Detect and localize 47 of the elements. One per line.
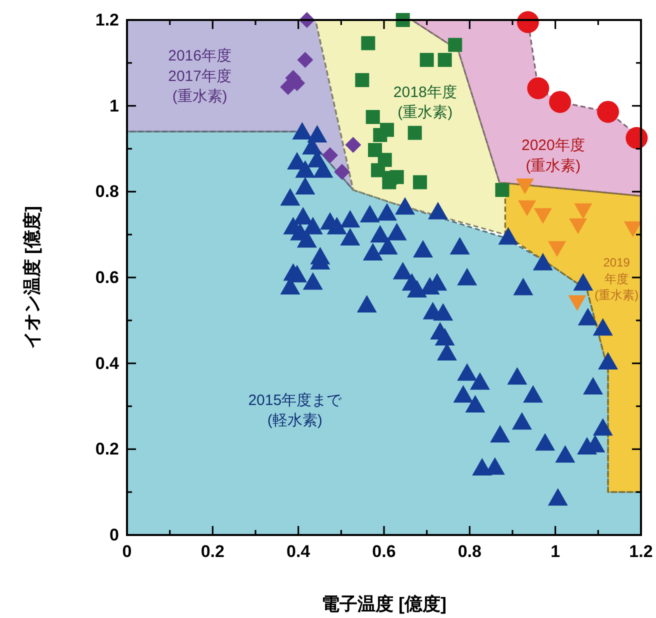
point xyxy=(361,36,376,50)
point xyxy=(569,218,588,234)
y-tick-label: 0 xyxy=(110,526,119,544)
point xyxy=(412,175,427,190)
x-tick-label: 0 xyxy=(122,542,132,561)
point xyxy=(297,52,314,68)
point xyxy=(420,52,434,67)
point xyxy=(366,110,380,124)
point xyxy=(345,136,362,153)
point xyxy=(438,52,452,67)
point xyxy=(495,182,510,197)
y-tick-label: 1 xyxy=(110,96,119,116)
point xyxy=(322,147,338,164)
point xyxy=(548,241,566,257)
annotation: 2019 年度 (重水素) xyxy=(594,256,639,302)
annotation: 2020年度 (重水素) xyxy=(522,136,585,174)
point xyxy=(534,208,552,224)
point xyxy=(527,77,550,100)
y-tick-label: 0.8 xyxy=(95,182,119,202)
point xyxy=(368,143,382,158)
point xyxy=(334,164,350,180)
x-tick-label: 0.2 xyxy=(200,542,224,561)
annotation: 2016年度 2017年度 (重水素) xyxy=(168,47,232,105)
x-tick-label: 0.6 xyxy=(372,542,396,561)
point xyxy=(624,221,642,238)
x-axis-title: 電子温度 [億度] xyxy=(322,594,446,614)
annotation: 2015年度まで (軽水素) xyxy=(248,391,343,429)
y-tick-label: 0.2 xyxy=(95,440,119,459)
y-tick-label: 1.2 xyxy=(95,10,119,30)
x-tick-label: 1.2 xyxy=(629,542,653,561)
point xyxy=(516,178,534,194)
x-tick-label: 1 xyxy=(550,542,560,561)
point xyxy=(380,122,394,137)
point xyxy=(518,200,536,216)
y-tick-label: 0.6 xyxy=(95,268,119,287)
point xyxy=(549,90,572,113)
point xyxy=(574,203,592,220)
y-tick-label: 0.4 xyxy=(95,354,120,373)
point xyxy=(408,126,422,140)
point xyxy=(355,73,370,88)
y-axis-title: イオン温度 [億度] xyxy=(22,206,42,349)
point xyxy=(448,38,462,52)
x-tick-label: 0.4 xyxy=(286,542,311,561)
annotation: 2018年度 (重水素) xyxy=(393,83,457,121)
point xyxy=(597,100,620,123)
point xyxy=(568,295,586,311)
x-tick-label: 0.8 xyxy=(458,542,482,561)
